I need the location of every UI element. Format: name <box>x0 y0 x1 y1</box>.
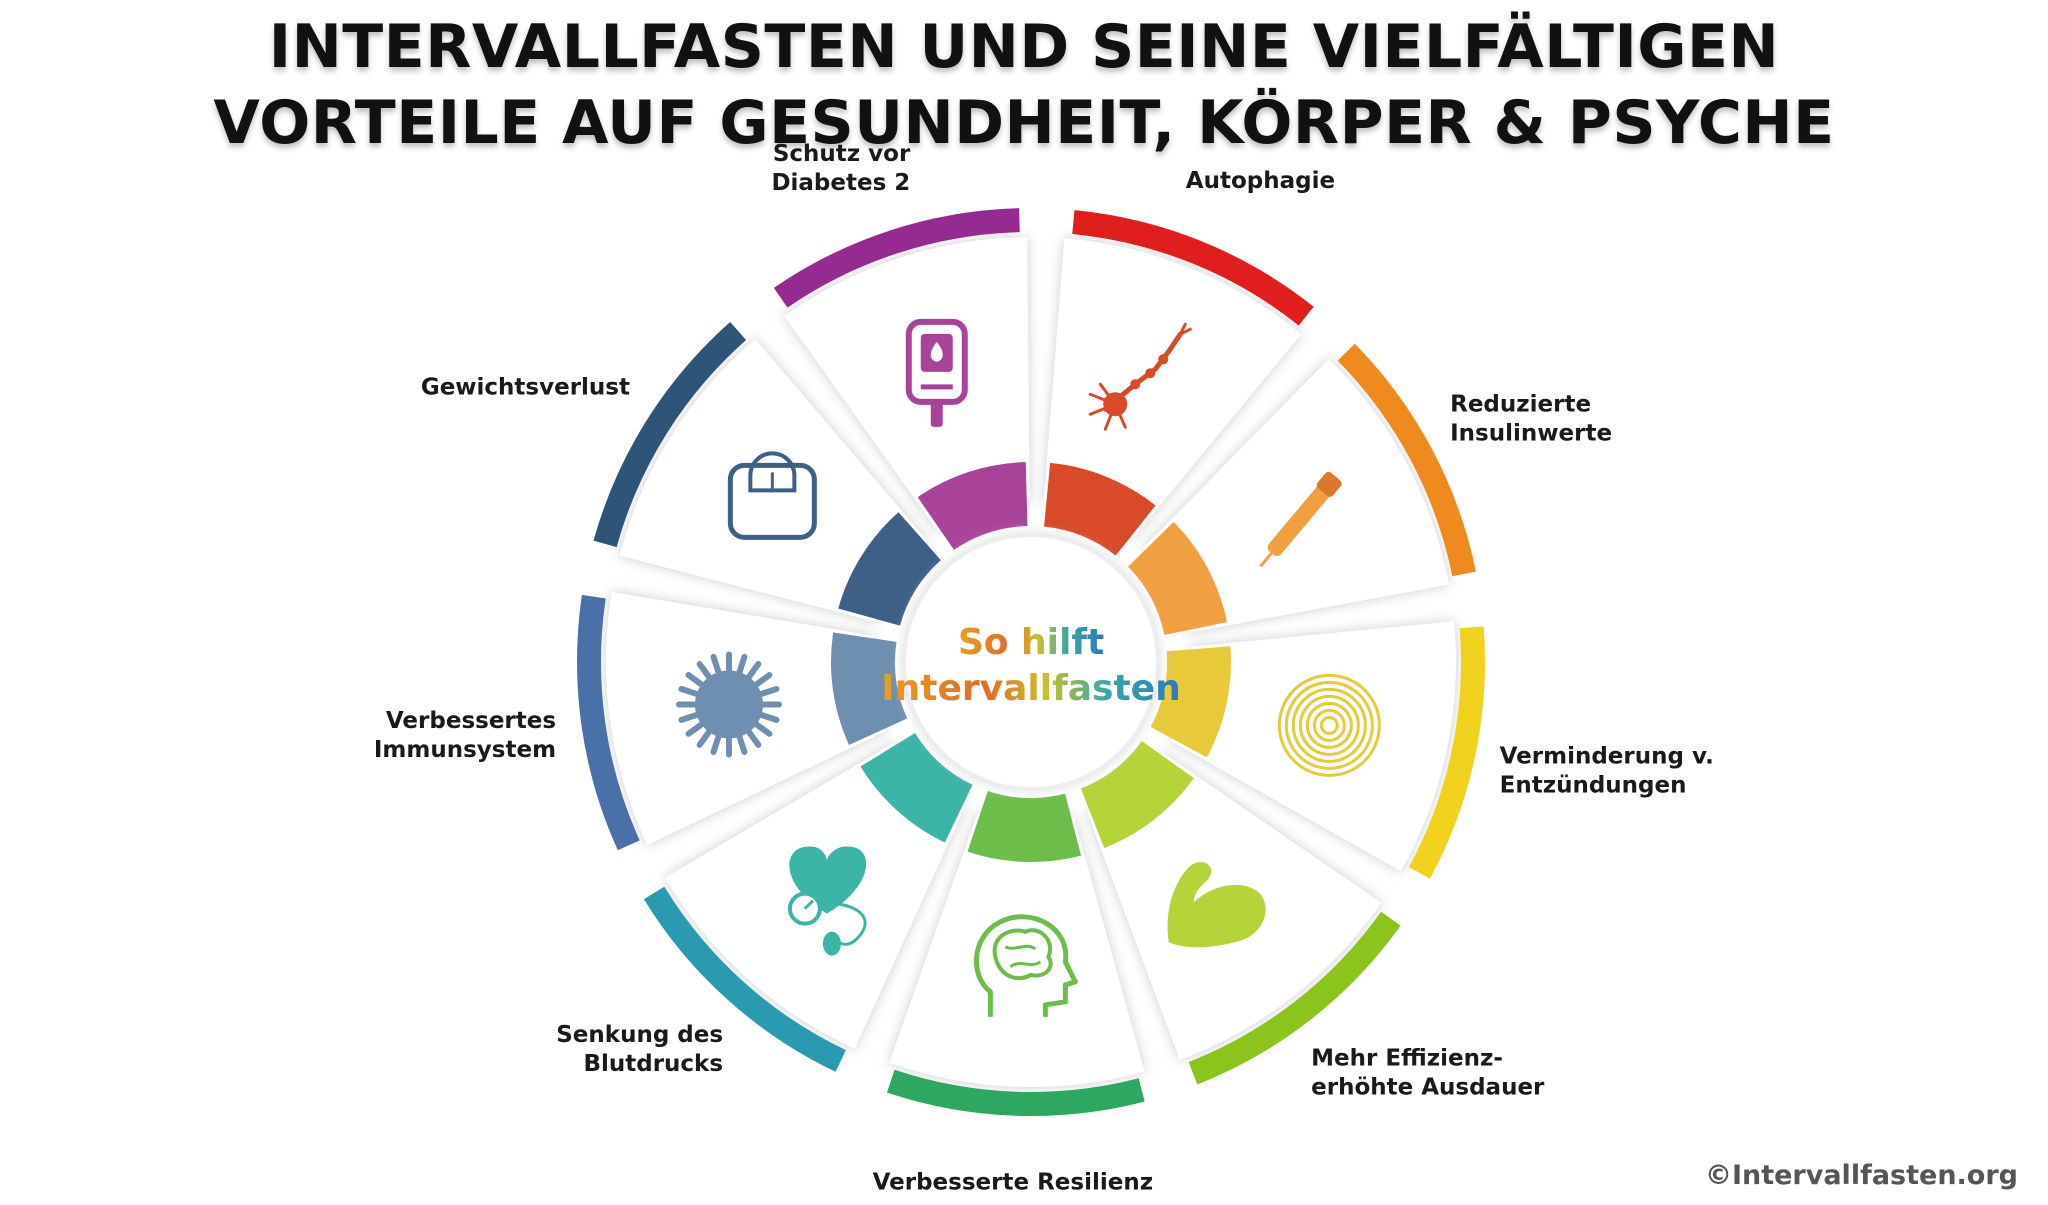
glucose-meter-icon <box>905 318 968 427</box>
segment-resilienz <box>886 790 1145 1116</box>
virus-cell-icon <box>675 651 782 758</box>
segment-label-gewicht: Gewichtsverlust <box>421 374 630 400</box>
segment-inner-arc <box>1080 740 1194 849</box>
center-text-line-1: So hilft <box>958 622 1104 663</box>
segment-blutdruck <box>643 733 973 1072</box>
segment-outer-arc <box>643 886 846 1072</box>
segment-inner-arc <box>830 632 908 745</box>
flexed-arm-icon <box>1167 861 1266 948</box>
segment-panel <box>1170 621 1456 872</box>
infographic-title-line-2: VORTEILE AUF GESUNDHEIT, KÖRPER & PSYCHE <box>213 88 1835 158</box>
segment-label-ausdauer: erhöhte Ausdauer <box>1311 1074 1545 1100</box>
segment-gewicht <box>593 321 941 626</box>
segment-label-entzuendungen: Verminderung v. <box>1500 744 1714 770</box>
segment-label-entzuendungen: Entzündungen <box>1500 773 1687 799</box>
segment-label-insulin: Insulinwerte <box>1450 420 1612 446</box>
segment-outer-arc <box>1408 626 1485 879</box>
segment-inner-arc <box>1150 646 1231 758</box>
segment-outer-arc <box>593 321 747 548</box>
segment-label-diabetes: Schutz vor <box>773 141 911 167</box>
segment-outer-arc <box>886 1069 1145 1116</box>
segment-label-blutdruck: Blutdrucks <box>583 1051 723 1077</box>
infographic-title-line-1: INTERVALLFASTEN UND SEINE VIELFÄLTIGEN <box>268 12 1780 82</box>
segment-panel <box>889 812 1145 1087</box>
segment-outer-arc <box>1072 210 1314 326</box>
segment-inner-arc <box>1128 521 1227 635</box>
center-text-line-2: Intervallfasten <box>881 668 1180 709</box>
segment-label-insulin: Reduzierte <box>1450 391 1591 417</box>
brain-head-icon <box>974 914 1078 1017</box>
segment-label-diabetes: Diabetes 2 <box>771 170 910 196</box>
copyright-notice: ©Intervallfasten.org <box>1704 1160 2018 1191</box>
segment-insulin <box>1128 343 1476 635</box>
segment-label-immunsystem: Immunsystem <box>374 737 556 763</box>
segment-label-ausdauer: Mehr Effizienz- <box>1311 1045 1503 1071</box>
segment-outer-arc <box>577 594 640 851</box>
scale-icon <box>727 451 817 540</box>
segment-label-autophagie: Autophagie <box>1186 168 1335 194</box>
neuron-icon <box>1088 322 1192 431</box>
segment-inner-arc <box>967 790 1082 862</box>
heart-blood-pressure-icon <box>787 846 867 956</box>
segment-ausdauer <box>1080 740 1401 1085</box>
center-circle <box>904 535 1158 789</box>
segment-panel <box>1043 238 1302 539</box>
concentric-rings-icon <box>1277 673 1381 777</box>
segment-inner-arc <box>917 462 1028 550</box>
segment-entzuendungen <box>1150 621 1485 879</box>
segment-outer-arc <box>1188 911 1401 1085</box>
insulin-pen-icon <box>1259 471 1342 568</box>
segment-label-blutdruck: Senkung des <box>556 1022 723 1048</box>
segment-immunsystem <box>577 591 908 851</box>
segment-label-immunsystem: Verbessertes <box>386 708 556 734</box>
segment-inner-arc <box>838 512 941 626</box>
segment-outer-arc <box>773 208 1020 308</box>
segment-inner-arc <box>860 733 973 843</box>
segment-label-resilienz: Verbesserte Resilienz <box>873 1170 1153 1196</box>
segment-diabetes <box>773 208 1030 550</box>
segment-autophagie <box>1043 210 1314 556</box>
segment-outer-arc <box>1337 343 1476 577</box>
segment-panel <box>1143 358 1449 633</box>
segment-inner-arc <box>1044 462 1156 556</box>
